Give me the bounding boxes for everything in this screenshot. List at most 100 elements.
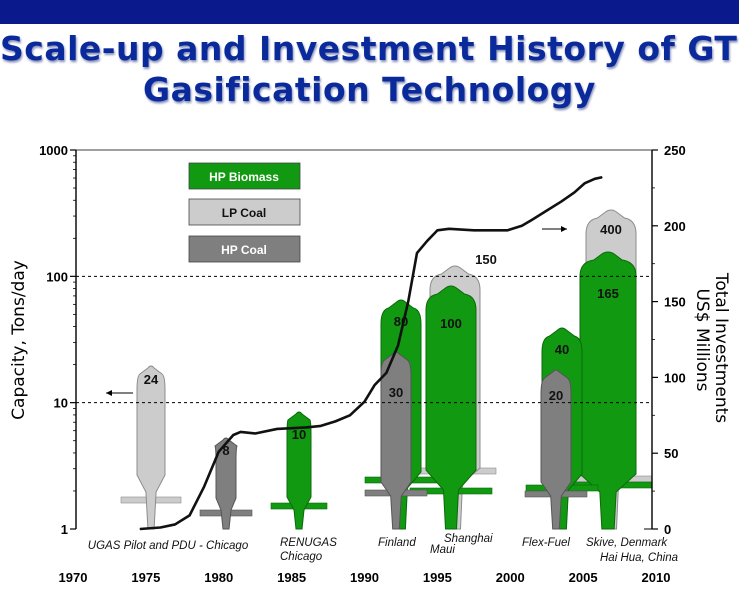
y2-tick-label-50: 50 — [664, 446, 678, 461]
investment-line-layer — [106, 176, 603, 531]
y2-tick-label-0: 0 — [664, 522, 671, 537]
x-tick-label-1975: 1975 — [131, 570, 160, 585]
x-tick-label-2000: 2000 — [496, 570, 525, 585]
gasifier-body-24 — [136, 365, 166, 530]
site-annotation-6: Flex-Fuel — [522, 537, 570, 549]
investment-point — [573, 191, 575, 194]
investment-point — [385, 372, 387, 374]
investment-point — [189, 514, 191, 516]
gasifier-10: 10 — [270, 411, 328, 530]
investment-point — [159, 526, 162, 529]
x-tick-label-1995: 1995 — [423, 570, 452, 585]
gasifier-body-8 — [214, 437, 238, 530]
gasifier-20: 20 — [524, 369, 588, 530]
investment-point — [594, 178, 596, 180]
y2-tick-label-250: 250 — [664, 143, 686, 158]
y-axis-title: Capacity, Tons/day — [9, 260, 29, 420]
capacity-label-150: 150 — [475, 252, 497, 267]
chart-axes: 1 10 100 1000 0 50 100 150 200 250 1970 1975 1980 198… — [9, 143, 731, 585]
legend-swatch-0 — [188, 162, 301, 190]
investment-point — [305, 426, 307, 429]
legend-label-1: LP Coal — [222, 206, 266, 220]
gasifier-100: 100 — [409, 285, 493, 530]
investment-point — [473, 229, 475, 231]
legend-swatch-1 — [188, 198, 301, 226]
capacity-label-10: 10 — [292, 427, 306, 442]
gasifier-165: 165 — [563, 251, 653, 530]
y2-axis-title-line-2: US$ Millions — [692, 288, 712, 391]
investment-point — [436, 229, 438, 231]
investment-point — [426, 240, 428, 242]
investment-point — [232, 434, 234, 436]
capacity-label-8: 8 — [222, 443, 229, 458]
investment-line — [139, 176, 603, 531]
y-tick-label-10: 10 — [54, 396, 68, 411]
capacity-label-40: 40 — [555, 342, 569, 357]
capacity-label-100: 100 — [440, 316, 462, 331]
gasifier-body-100 — [425, 285, 477, 530]
y-tick-label-100: 100 — [46, 269, 68, 284]
investment-point — [531, 219, 533, 221]
investment-point — [546, 210, 548, 212]
investment-point — [174, 523, 176, 526]
x-tick-label-2010: 2010 — [642, 570, 671, 585]
chart-labels: HP Biomass LP Coal HP Coal UGAS Pilot and P… — [88, 162, 678, 564]
y2-tick-label-100: 100 — [664, 370, 686, 385]
y2-axis-title-line-1: Total Investments — [711, 272, 731, 423]
investment-point — [334, 420, 336, 422]
x-tick-label-1980: 1980 — [204, 570, 233, 585]
site-annotation-0: UGAS Pilot and PDU - Chicago — [88, 540, 249, 552]
investment-point — [363, 401, 366, 403]
site-annotation-8: Hai Hua, China — [600, 552, 678, 564]
investment-point — [139, 528, 141, 530]
gasifier-8: 8 — [199, 437, 253, 530]
y-tick-label-1000: 1000 — [39, 143, 68, 158]
investment-point — [601, 176, 603, 178]
investment-point — [397, 344, 399, 347]
y2-tick-label-200: 200 — [664, 219, 686, 234]
investment-point — [583, 182, 586, 184]
capacity-label-400: 400 — [600, 222, 622, 237]
y2-tick-label-150: 150 — [664, 295, 686, 310]
legend-swatch-2 — [188, 235, 301, 263]
capacity-label-24: 24 — [144, 372, 159, 387]
legend-label-0: HP Biomass — [209, 170, 279, 184]
site-annotation-2: Chicago — [280, 551, 323, 563]
legend: HP Biomass LP Coal HP Coal — [188, 162, 301, 263]
legend-label-2: HP Coal — [221, 243, 267, 257]
investment-point — [407, 301, 409, 303]
investment-point — [506, 229, 508, 231]
x-tick-label-2005: 2005 — [569, 570, 598, 585]
arrow-to-investment-axis-head — [561, 226, 567, 232]
capacity-label-30: 30 — [389, 385, 403, 400]
investment-point — [521, 225, 523, 227]
investment-point — [448, 228, 450, 230]
gasifier-24: 24 — [120, 365, 182, 530]
site-annotation-5: Maui — [430, 544, 455, 556]
gasifier-body-165 — [579, 251, 637, 530]
top-banner — [0, 0, 739, 24]
x-tick-label-1990: 1990 — [350, 570, 379, 585]
y-tick-label-1: 1 — [61, 522, 68, 537]
investment-point — [276, 428, 278, 430]
capacity-label-20: 20 — [549, 388, 563, 403]
slide-title: Scale-up and Investment History of GTI G… — [0, 28, 739, 110]
x-tick-label-1970: 1970 — [59, 570, 88, 585]
investment-point — [416, 252, 418, 254]
investment-point — [320, 425, 322, 427]
investment-point — [560, 200, 562, 203]
site-annotation-7: Skive, Denmark — [586, 537, 668, 549]
investment-point — [374, 384, 376, 386]
site-annotation-4: Shanghai — [444, 533, 493, 545]
gasifier-body-20 — [540, 369, 572, 530]
investment-point — [218, 451, 220, 453]
x-tick-label-1985: 1985 — [277, 570, 306, 585]
investment-point — [349, 414, 351, 416]
investment-point — [240, 431, 242, 433]
capacity-label-165: 165 — [597, 286, 619, 301]
title-line-2: Gasification Technology — [143, 70, 596, 109]
site-annotation-3: Finland — [378, 537, 416, 549]
investment-point — [254, 432, 256, 435]
